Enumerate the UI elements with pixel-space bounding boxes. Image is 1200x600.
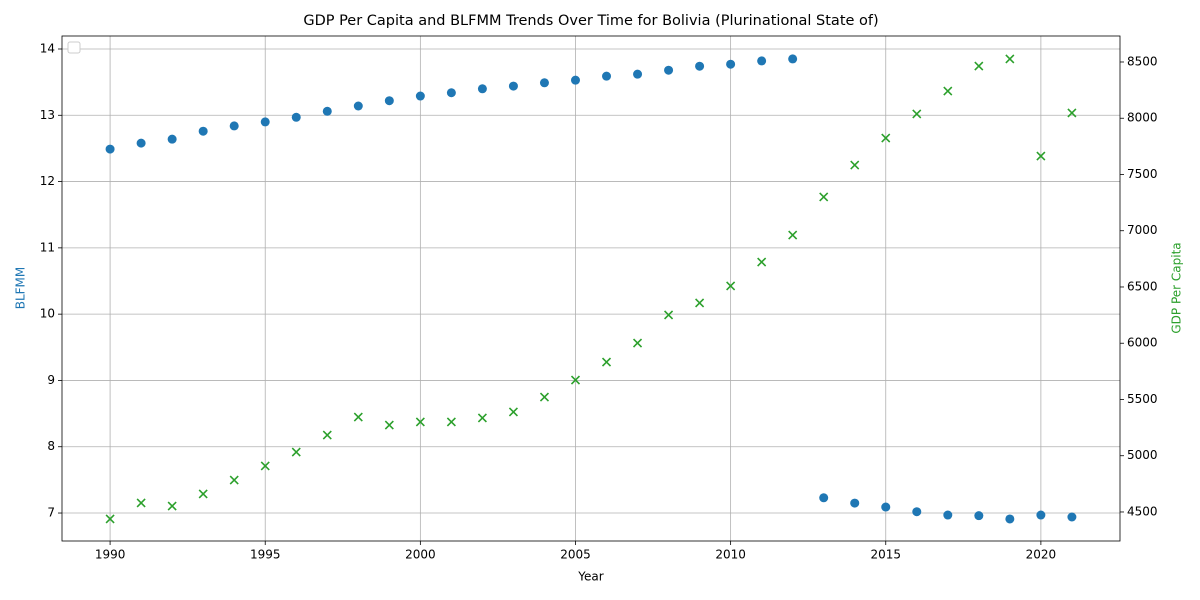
grid <box>62 36 1120 541</box>
point <box>229 121 239 131</box>
point <box>136 498 146 508</box>
legend <box>67 41 81 54</box>
y-tick-label: 14 <box>40 41 55 55</box>
y2-tick-label: 6000 <box>1127 336 1158 350</box>
y-tick-label: 8 <box>47 439 55 453</box>
point <box>695 298 705 308</box>
y-tick-label: 11 <box>40 240 55 254</box>
point <box>788 54 798 64</box>
x-tick-label: 2020 <box>1026 548 1057 562</box>
point <box>415 91 425 101</box>
point <box>726 59 736 69</box>
point <box>198 489 208 499</box>
point <box>105 144 115 154</box>
point <box>1067 512 1077 522</box>
point <box>384 420 394 430</box>
y2-tick-label: 6500 <box>1127 279 1158 293</box>
y2-tick-label: 8000 <box>1127 111 1158 125</box>
point <box>322 430 332 440</box>
point <box>633 69 643 79</box>
point <box>570 375 581 385</box>
point <box>974 511 984 521</box>
point <box>353 101 363 111</box>
point <box>105 514 115 524</box>
x-tick-label: 2005 <box>560 548 591 562</box>
marks <box>105 54 1077 524</box>
point <box>726 281 736 291</box>
point <box>695 61 705 71</box>
point <box>757 56 767 66</box>
x-tick-label: 1990 <box>95 548 126 562</box>
point <box>539 78 549 88</box>
y-tick-label: 7 <box>47 506 55 520</box>
point <box>1036 510 1046 520</box>
point <box>881 133 891 143</box>
point <box>912 507 922 517</box>
point <box>136 138 146 148</box>
point <box>322 106 332 116</box>
point <box>974 61 984 71</box>
y-tick-label: 13 <box>40 108 55 122</box>
point <box>229 475 239 485</box>
point <box>1036 151 1046 161</box>
point <box>881 502 891 512</box>
plot-frame <box>61 35 1121 542</box>
point <box>788 230 798 240</box>
point <box>167 501 177 511</box>
x-tick-label: 2010 <box>715 548 746 562</box>
point <box>415 417 425 427</box>
point <box>850 498 860 508</box>
point <box>291 447 301 457</box>
point <box>819 192 829 202</box>
point <box>632 338 643 348</box>
y-axis-label: BLFMM <box>14 267 28 310</box>
point <box>291 112 301 122</box>
point <box>384 96 394 106</box>
point <box>664 310 674 320</box>
point <box>1005 514 1015 524</box>
point <box>508 407 518 417</box>
point <box>446 88 456 98</box>
point <box>539 392 550 402</box>
chart-title: GDP Per Capita and BLFMM Trends Over Tim… <box>303 13 878 29</box>
x-tick-label: 1995 <box>250 548 281 562</box>
y2-tick-label: 4500 <box>1127 504 1158 518</box>
y2-tick-label: 5500 <box>1127 392 1158 406</box>
y2-tick-label: 5000 <box>1127 448 1158 462</box>
point <box>1067 108 1077 118</box>
y2-axis-label: GDP Per Capita <box>1170 242 1184 333</box>
point <box>167 134 177 144</box>
point <box>602 71 612 81</box>
point <box>570 75 580 85</box>
x-axis-label: Year <box>577 570 603 584</box>
y2-tick-label: 8500 <box>1127 54 1158 68</box>
point <box>943 86 953 96</box>
y2-tick-label: 7500 <box>1127 167 1158 181</box>
point <box>819 493 829 503</box>
point <box>477 413 487 423</box>
point <box>912 109 922 119</box>
point <box>850 160 860 170</box>
point <box>260 461 270 471</box>
point <box>757 257 767 267</box>
point <box>664 65 674 75</box>
y2-tick-label: 7000 <box>1127 223 1158 237</box>
point <box>1005 54 1015 64</box>
y-tick-label: 12 <box>40 174 55 188</box>
x-tick-label: 2000 <box>405 548 436 562</box>
point <box>477 84 487 94</box>
point <box>943 510 953 520</box>
y-tick-label: 10 <box>40 307 55 321</box>
point <box>353 412 363 422</box>
point <box>508 81 518 91</box>
point <box>260 117 270 127</box>
point <box>198 126 208 136</box>
point <box>601 357 612 367</box>
point <box>446 417 456 427</box>
x-tick-label: 2015 <box>870 548 901 562</box>
y-tick-label: 9 <box>47 373 55 387</box>
